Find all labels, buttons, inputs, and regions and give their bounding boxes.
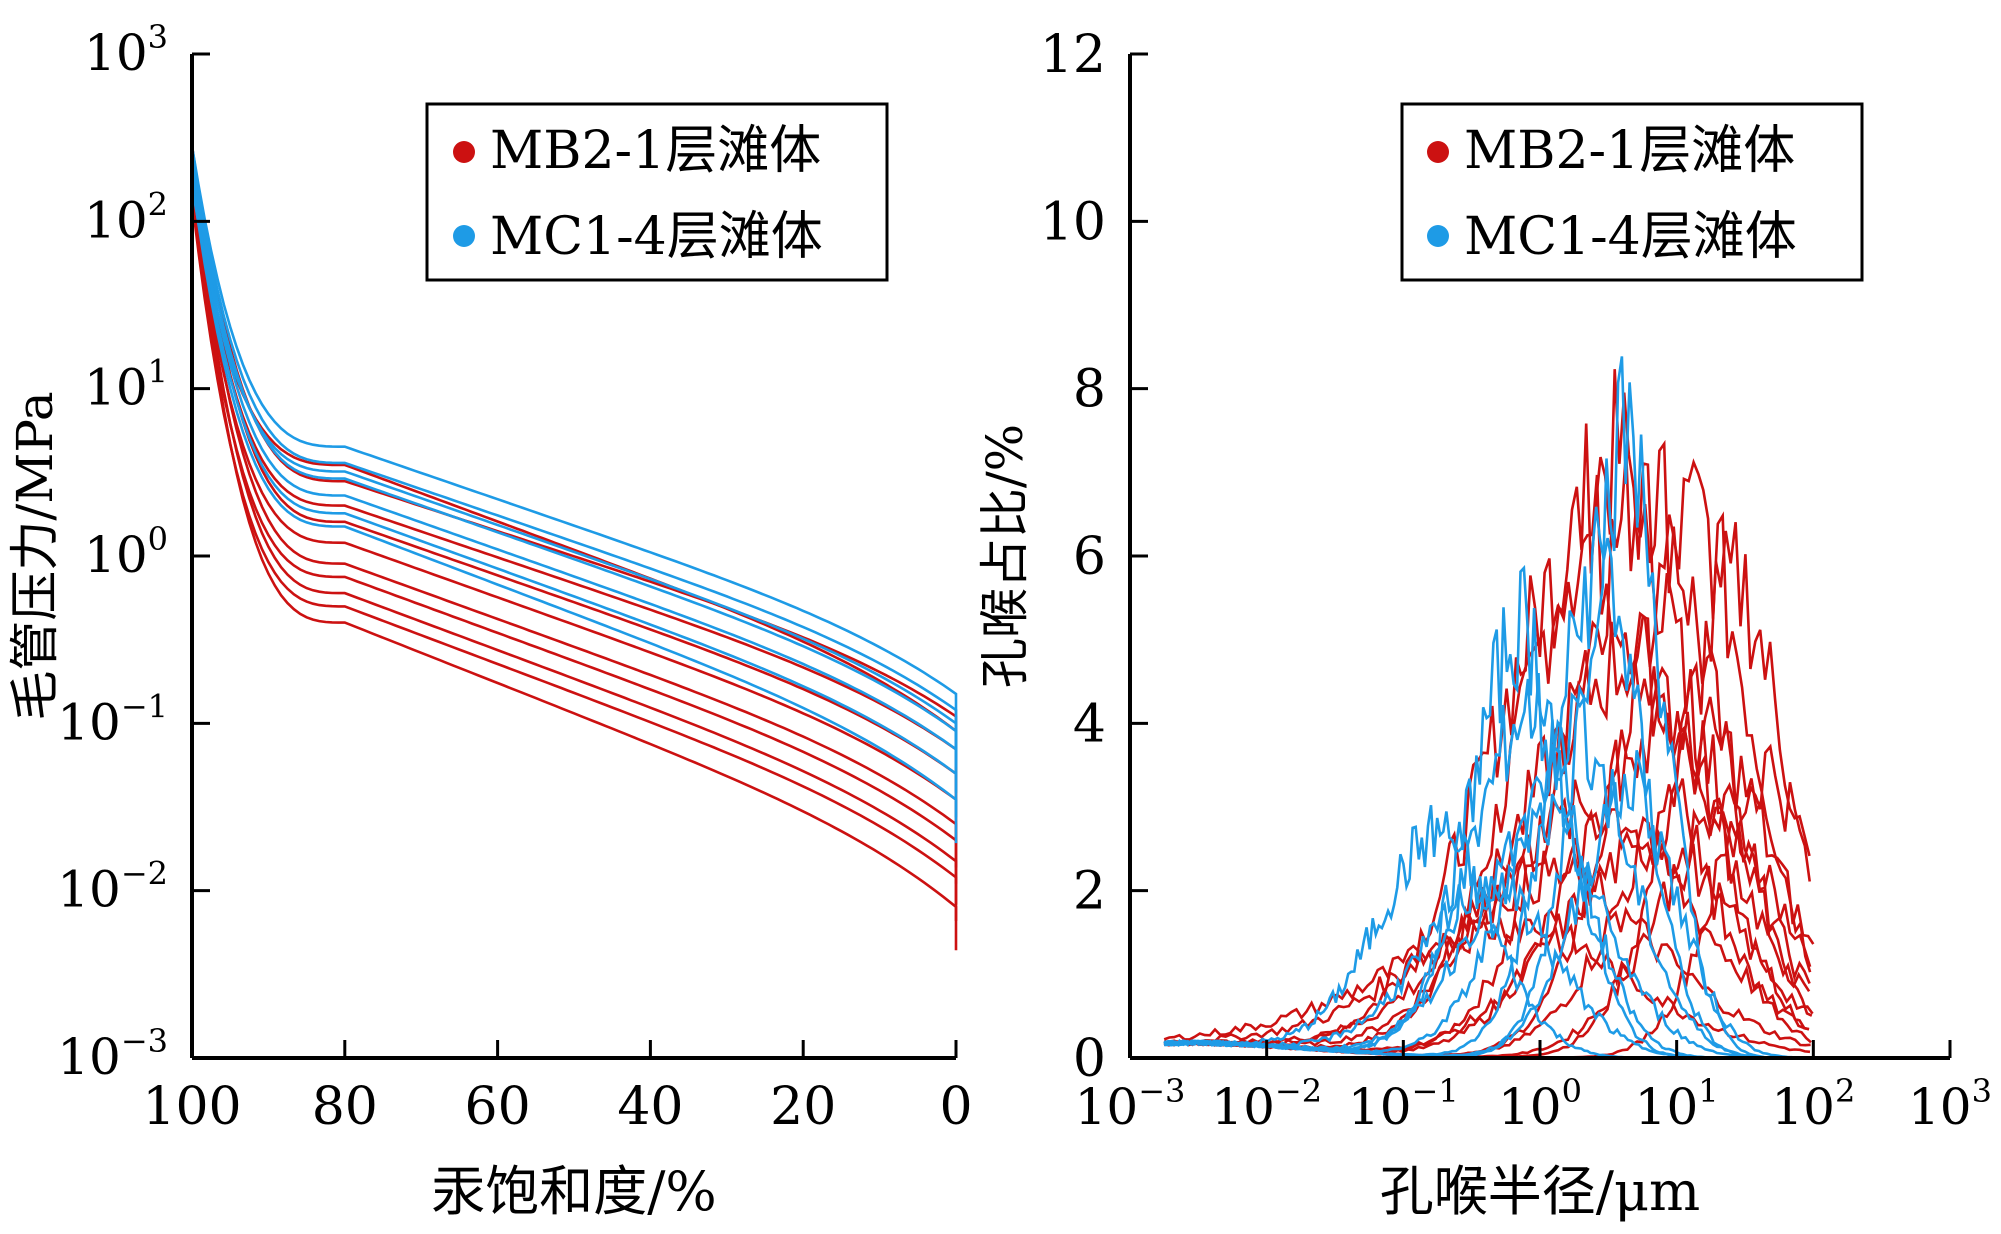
left-x-tick-label: 80 bbox=[312, 1077, 378, 1137]
mb2-1-pressure-curve bbox=[190, 172, 958, 951]
right-legend-marker-red bbox=[1427, 141, 1449, 163]
right-legend-label-blue: MC1-4层滩体 bbox=[1464, 207, 1797, 267]
mc1-4-pressure-curve bbox=[190, 185, 958, 767]
right-x-tick-label: 100 bbox=[1498, 1072, 1582, 1136]
left-y-tick-label: 103 bbox=[84, 18, 168, 82]
mb2-1-pressure-curve bbox=[190, 159, 958, 868]
mb2-1-pressure-curve bbox=[190, 192, 958, 884]
left-y-tick-label: 10−1 bbox=[57, 687, 168, 751]
left-x-tick-label: 100 bbox=[142, 1077, 241, 1137]
left-y-tick-label: 101 bbox=[84, 353, 168, 417]
left-x-tick-label: 0 bbox=[939, 1077, 972, 1137]
left-legend-label-red: MB2-1层滩体 bbox=[490, 121, 821, 181]
mc1-4-distribution-curve bbox=[1164, 750, 1812, 1060]
mc1-4-pressure-curve bbox=[190, 179, 958, 844]
left-legend-marker-red bbox=[453, 141, 475, 163]
mc1-4-pressure-curve bbox=[190, 152, 958, 754]
mb2-1-distribution-curve bbox=[1163, 850, 1811, 1047]
left-legend: MB2-1层滩体 MC1-4层滩体 bbox=[425, 102, 889, 282]
mb2-1-pressure-curve bbox=[190, 199, 958, 921]
mc1-4-pressure-curve bbox=[190, 159, 958, 775]
right-y-tick-label: 12 bbox=[1040, 25, 1106, 85]
right-y-tick-label: 0 bbox=[1073, 1029, 1106, 1089]
right-legend: MB2-1层滩体 MC1-4层滩体 bbox=[1400, 102, 1864, 282]
mb2-1-pressure-curve bbox=[190, 145, 958, 760]
right-y-axis-label: 孔喉占比/% bbox=[976, 424, 1034, 688]
left-x-tick-label: 60 bbox=[465, 1077, 531, 1137]
mc1-4-distribution-curve bbox=[1163, 805, 1655, 1060]
right-legend-marker-blue bbox=[1427, 225, 1449, 247]
left-legend-box bbox=[425, 102, 889, 282]
right-y-tick-label: 10 bbox=[1040, 192, 1106, 252]
right-legend-box bbox=[1400, 102, 1864, 282]
mb2-1-pressure-curve bbox=[190, 165, 958, 905]
right-x-axis-label: 孔喉半径/μm bbox=[1380, 1160, 1701, 1223]
left-y-tick-label: 10−2 bbox=[57, 855, 168, 919]
right-curve-group bbox=[1163, 356, 1815, 1060]
mb2-1-distribution-curve bbox=[1164, 458, 1812, 1057]
left-y-axis-label: 毛管压力/MPa bbox=[6, 391, 64, 720]
right-x-tick-label: 102 bbox=[1771, 1072, 1855, 1136]
right-y-ticks: 12 10 8 6 4 2 0 bbox=[1040, 25, 1148, 1089]
right-x-tick-label: 103 bbox=[1908, 1072, 1992, 1136]
right-x-tick-label: 10−1 bbox=[1348, 1072, 1459, 1136]
right-y-tick-label: 8 bbox=[1073, 360, 1106, 420]
left-y-ticks: 103 102 101 100 10−1 10−2 10−3 bbox=[57, 18, 210, 1086]
mb2-1-pressure-curve bbox=[190, 186, 958, 844]
right-legend-label-red: MB2-1层滩体 bbox=[1464, 121, 1795, 181]
mc1-4-pressure-curve bbox=[190, 172, 958, 818]
mc1-4-distribution-curve bbox=[1163, 863, 1740, 1060]
mc1-4-pressure-curve bbox=[190, 165, 958, 793]
right-y-tick-label: 2 bbox=[1073, 862, 1106, 922]
mb2-1-pressure-curve bbox=[190, 206, 958, 775]
left-y-tick-label: 10−3 bbox=[57, 1022, 168, 1086]
right-x-tick-label: 10−3 bbox=[1075, 1072, 1186, 1136]
left-y-tick-label: 100 bbox=[84, 520, 168, 584]
right-y-tick-label: 6 bbox=[1073, 527, 1106, 587]
pore-throat-panel: 12 10 8 6 4 2 0 10−3 10−2 10−1 100 101 102 103 孔喉半径/… bbox=[976, 25, 1992, 1223]
left-x-axis-label: 汞饱和度/% bbox=[431, 1160, 717, 1223]
left-legend-marker-blue bbox=[453, 225, 475, 247]
left-x-tick-label: 20 bbox=[770, 1077, 836, 1137]
right-x-ticks: 10−3 10−2 10−1 100 101 102 103 bbox=[1075, 1040, 1992, 1136]
left-curve-group bbox=[190, 145, 958, 951]
right-y-tick-label: 4 bbox=[1073, 694, 1106, 754]
mb2-1-pressure-curve bbox=[190, 179, 958, 793]
mb2-1-pressure-curve bbox=[190, 152, 958, 818]
capillary-pressure-panel: 103 102 101 100 10−1 10−2 10−3 100 80 60 40 20 0 汞饱… bbox=[6, 18, 973, 1223]
left-x-tick-label: 40 bbox=[617, 1077, 683, 1137]
left-legend-label-blue: MC1-4层滩体 bbox=[490, 207, 823, 267]
left-x-ticks: 100 80 60 40 20 0 bbox=[142, 1040, 973, 1137]
left-y-tick-label: 102 bbox=[84, 185, 168, 249]
mc1-4-pressure-curve bbox=[190, 145, 958, 738]
mb2-1-distribution-curve bbox=[1164, 522, 1811, 1059]
right-x-tick-label: 101 bbox=[1635, 1072, 1719, 1136]
right-x-tick-label: 10−2 bbox=[1211, 1072, 1322, 1136]
